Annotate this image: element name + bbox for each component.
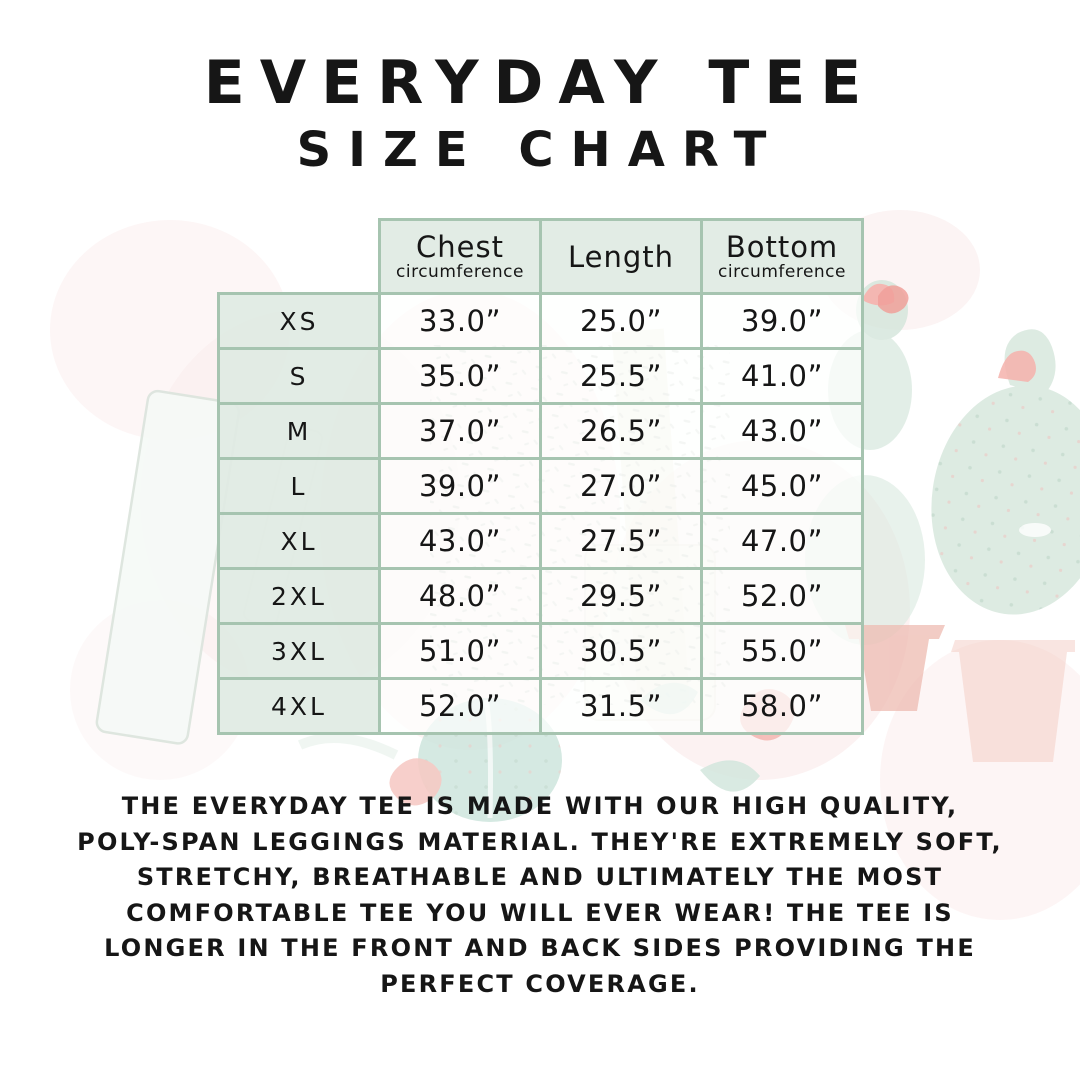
measurement-value: 27.5” [539,512,703,570]
measurement-value: 33.0” [378,292,542,350]
column-header-label: Bottom [725,230,839,264]
measurement-value: 51.0” [378,622,542,680]
column-header-sub: circumference [396,262,524,282]
size-label: XL [217,512,381,570]
measurement-value: 48.0” [378,567,542,625]
measurement-value: 25.0” [539,292,703,350]
column-header-label: Length [567,239,675,274]
size-label: S [217,347,381,405]
measurement-value: 39.0” [700,292,864,350]
measurement-value: 58.0” [700,677,864,735]
size-rows: XS 33.0” 25.0” 39.0” S 35.0” 25.5” 41.0” M 37.0” 2… [217,292,864,735]
size-label: 2XL [217,567,381,625]
column-header-bottom: Bottom circumference [700,218,864,295]
table-row: S 35.0” 25.5” 41.0” [217,347,864,405]
table-row: 4XL 52.0” 31.5” 58.0” [217,677,864,735]
measurement-value: 26.5” [539,402,703,460]
description-line: LONGER IN THE FRONT AND BACK SIDES PROVI… [104,934,976,962]
table-row: 2XL 48.0” 29.5” 52.0” [217,567,864,625]
measurement-value: 29.5” [539,567,703,625]
measurement-value: 37.0” [378,402,542,460]
size-label: XS [217,292,381,350]
description-line: THE EVERYDAY TEE IS MADE WITH OUR HIGH Q… [121,792,959,820]
description-line: POLY-SPAN LEGGINGS MATERIAL. THEY'RE EXT… [77,827,1003,856]
blank-corner-cell [219,220,380,294]
column-header-chest: Chest circumference [378,218,542,295]
measurement-value: 45.0” [700,457,864,515]
description-line: PERFECT COVERAGE. [380,969,700,998]
measurement-value: 27.0” [539,457,703,515]
column-header-length: Length [539,218,703,295]
table-row: L 39.0” 27.0” 45.0” [217,457,864,515]
measurement-value: 35.0” [378,347,542,405]
measurement-value: 43.0” [378,512,542,570]
table-row: XS 33.0” 25.0” 39.0” [217,292,864,350]
measurement-value: 52.0” [378,677,542,735]
size-label: 4XL [217,677,381,735]
column-header-label: Chest [416,230,504,264]
measurement-value: 55.0” [700,622,864,680]
title-block: EVERYDAY TEE SIZE CHART [0,50,1080,176]
header-row: Chest circumference Length Bottom circum… [219,218,864,295]
description-line: STRETCHY, BREATHABLE AND ULTIMATELY THE … [136,863,944,891]
column-header-sub: circumference [718,262,846,282]
measurement-value: 52.0” [700,567,864,625]
size-chart-table: Chest circumference Length Bottom circum… [217,218,864,735]
measurement-value: 25.5” [539,347,703,405]
size-label: L [217,457,381,515]
measurement-value: 31.5” [539,677,703,735]
table-row: 3XL 51.0” 30.5” 55.0” [217,622,864,680]
page-subtitle: SIZE CHART [296,122,784,178]
size-label: 3XL [217,622,381,680]
measurement-value: 41.0” [700,347,864,405]
measurement-value: 30.5” [539,622,703,680]
description: THE EVERYDAY TEE IS MADE WITH OUR HIGH Q… [40,789,1040,1002]
table-row: XL 43.0” 27.5” 47.0” [217,512,864,570]
page-title: EVERYDAY TEE [203,48,877,118]
measurement-value: 39.0” [378,457,542,515]
table-row: M 37.0” 26.5” 43.0” [217,402,864,460]
size-label: M [217,402,381,460]
measurement-value: 47.0” [700,512,864,570]
description-line: COMFORTABLE TEE YOU WILL EVER WEAR! THE … [126,898,954,927]
measurement-value: 43.0” [700,402,864,460]
